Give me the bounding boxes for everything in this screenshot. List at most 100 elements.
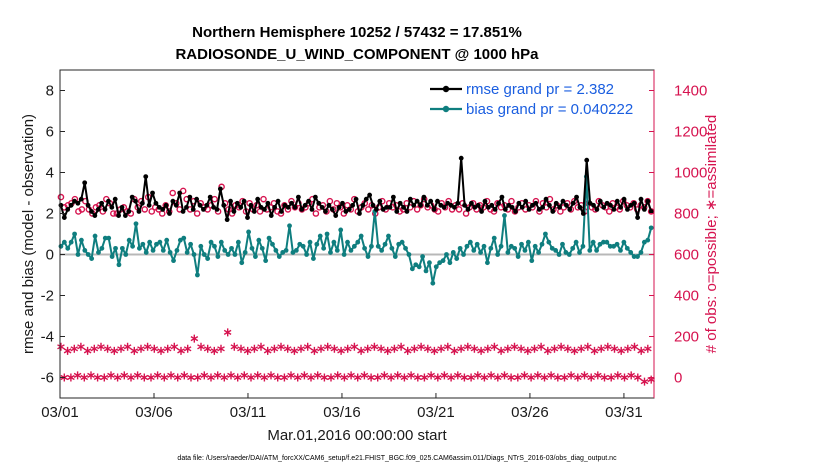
assimilated-obs-point: [213, 371, 222, 380]
bias-point: [430, 280, 436, 286]
bias-point: [341, 252, 347, 257]
assimilated-obs-point: [357, 346, 365, 355]
assimilated-obs-point: [433, 373, 442, 382]
assimilated-obs-point: [70, 344, 79, 353]
assimilated-obs-point: [167, 371, 175, 380]
bias-point: [256, 237, 262, 243]
possible-obs-point: [312, 210, 320, 217]
assimilated-obs-point: [327, 373, 335, 382]
assimilated-obs-point: [197, 342, 205, 351]
rmse-point: [625, 207, 630, 212]
assimilated-obs-point: [253, 371, 262, 380]
assimilated-obs-point: [563, 344, 572, 353]
assimilated-obs-point: [190, 334, 199, 343]
rmse-point: [99, 200, 105, 206]
bias-point: [624, 245, 630, 251]
rmse-point: [167, 211, 172, 216]
bias-point: [358, 233, 364, 239]
bias-point: [604, 239, 610, 245]
rmse-point: [78, 196, 84, 202]
y-tick-label: -2: [41, 288, 54, 305]
bias-point: [461, 252, 466, 257]
rmse-point: [153, 200, 159, 206]
assimilated-obs-markers: [57, 328, 655, 386]
assimilated-obs-point: [87, 371, 95, 380]
bias-point: [515, 254, 521, 259]
rmse-point: [428, 198, 434, 204]
assimilated-obs-point: [610, 344, 619, 353]
y-tick-label: 6: [46, 124, 54, 141]
y-tick-label: 0: [46, 247, 54, 264]
assimilated-obs-point: [430, 346, 439, 355]
bias-point: [167, 250, 173, 255]
x-tick-label: 03/11: [230, 404, 266, 421]
bias-point: [566, 252, 572, 257]
assimilated-obs-point: [80, 373, 89, 382]
rmse-point: [482, 198, 488, 204]
assimilated-obs-point: [640, 377, 649, 386]
assimilated-obs-point: [620, 373, 629, 382]
assimilated-obs-point: [67, 373, 75, 382]
chart-title-line2: RADIOSONDE_U_WIND_COMPONENT @ 1000 hPa: [175, 46, 539, 63]
assimilated-obs-point: [353, 373, 362, 382]
bias-point: [208, 239, 214, 245]
assimilated-obs-point: [143, 342, 152, 351]
bias-point: [266, 235, 272, 241]
bias-point: [270, 241, 275, 247]
rmse-point: [262, 207, 267, 212]
rmse-point: [102, 207, 108, 212]
rmse-point: [85, 202, 91, 208]
rmse-point: [150, 190, 155, 196]
assimilated-obs-point: [510, 342, 519, 351]
right-y-tick-label: 800: [674, 206, 699, 223]
assimilated-obs-point: [127, 373, 135, 382]
assimilated-obs-point: [177, 346, 185, 355]
assimilated-obs-point: [380, 371, 389, 380]
rmse-point: [452, 204, 457, 210]
rmse-point: [89, 209, 94, 214]
assimilated-obs-point: [57, 342, 65, 351]
assimilated-obs-point: [574, 373, 582, 382]
assimilated-obs-point: [483, 344, 492, 353]
rmse-point: [462, 202, 468, 208]
assimilated-obs-point: [133, 371, 142, 380]
assimilated-obs-point: [517, 344, 525, 353]
assimilated-obs-point: [463, 342, 472, 351]
possible-obs-point: [605, 208, 613, 215]
rmse-point: [245, 215, 250, 221]
rmse-point: [387, 204, 393, 210]
rmse-point: [543, 196, 549, 202]
assimilated-obs-point: [360, 371, 369, 380]
assimilated-obs-point: [270, 344, 279, 353]
assimilated-obs-point: [487, 371, 495, 380]
chart-title-line1: Northern Hemisphere 10252 / 57432 = 17.8…: [192, 24, 522, 41]
assimilated-obs-point: [163, 344, 172, 353]
assimilated-obs-point: [397, 342, 405, 351]
data-file-footnote: data file: /Users/raeder/DAI/ATM_forcXX/…: [177, 455, 617, 462]
y-axis-label: rmse and bias (model - observation): [20, 114, 37, 354]
assimilated-obs-point: [223, 328, 232, 337]
bias-point: [375, 243, 381, 249]
rmse-point: [122, 213, 128, 218]
x-tick-label: 03/01: [41, 404, 79, 421]
assimilated-obs-point: [393, 371, 402, 380]
rmse-point: [299, 207, 305, 212]
rmse-point: [163, 202, 169, 208]
rmse-point: [248, 202, 254, 208]
bias-point: [577, 250, 582, 255]
bias-point: [75, 252, 81, 257]
assimilated-obs-point: [493, 373, 502, 382]
rmse-point: [374, 207, 379, 212]
rmse-point: [336, 204, 342, 210]
rmse-point: [580, 211, 586, 216]
assimilated-obs-point: [203, 344, 212, 353]
assimilated-obs-point: [553, 373, 562, 382]
assimilated-obs-point: [193, 373, 202, 382]
possible-obs-point: [193, 210, 201, 217]
rmse-point: [618, 204, 624, 210]
bias-point: [556, 252, 562, 257]
rmse-point: [404, 209, 410, 214]
rmse-point: [109, 204, 115, 210]
assimilated-obs-point: [523, 346, 532, 355]
assimilated-obs-point: [627, 371, 635, 380]
